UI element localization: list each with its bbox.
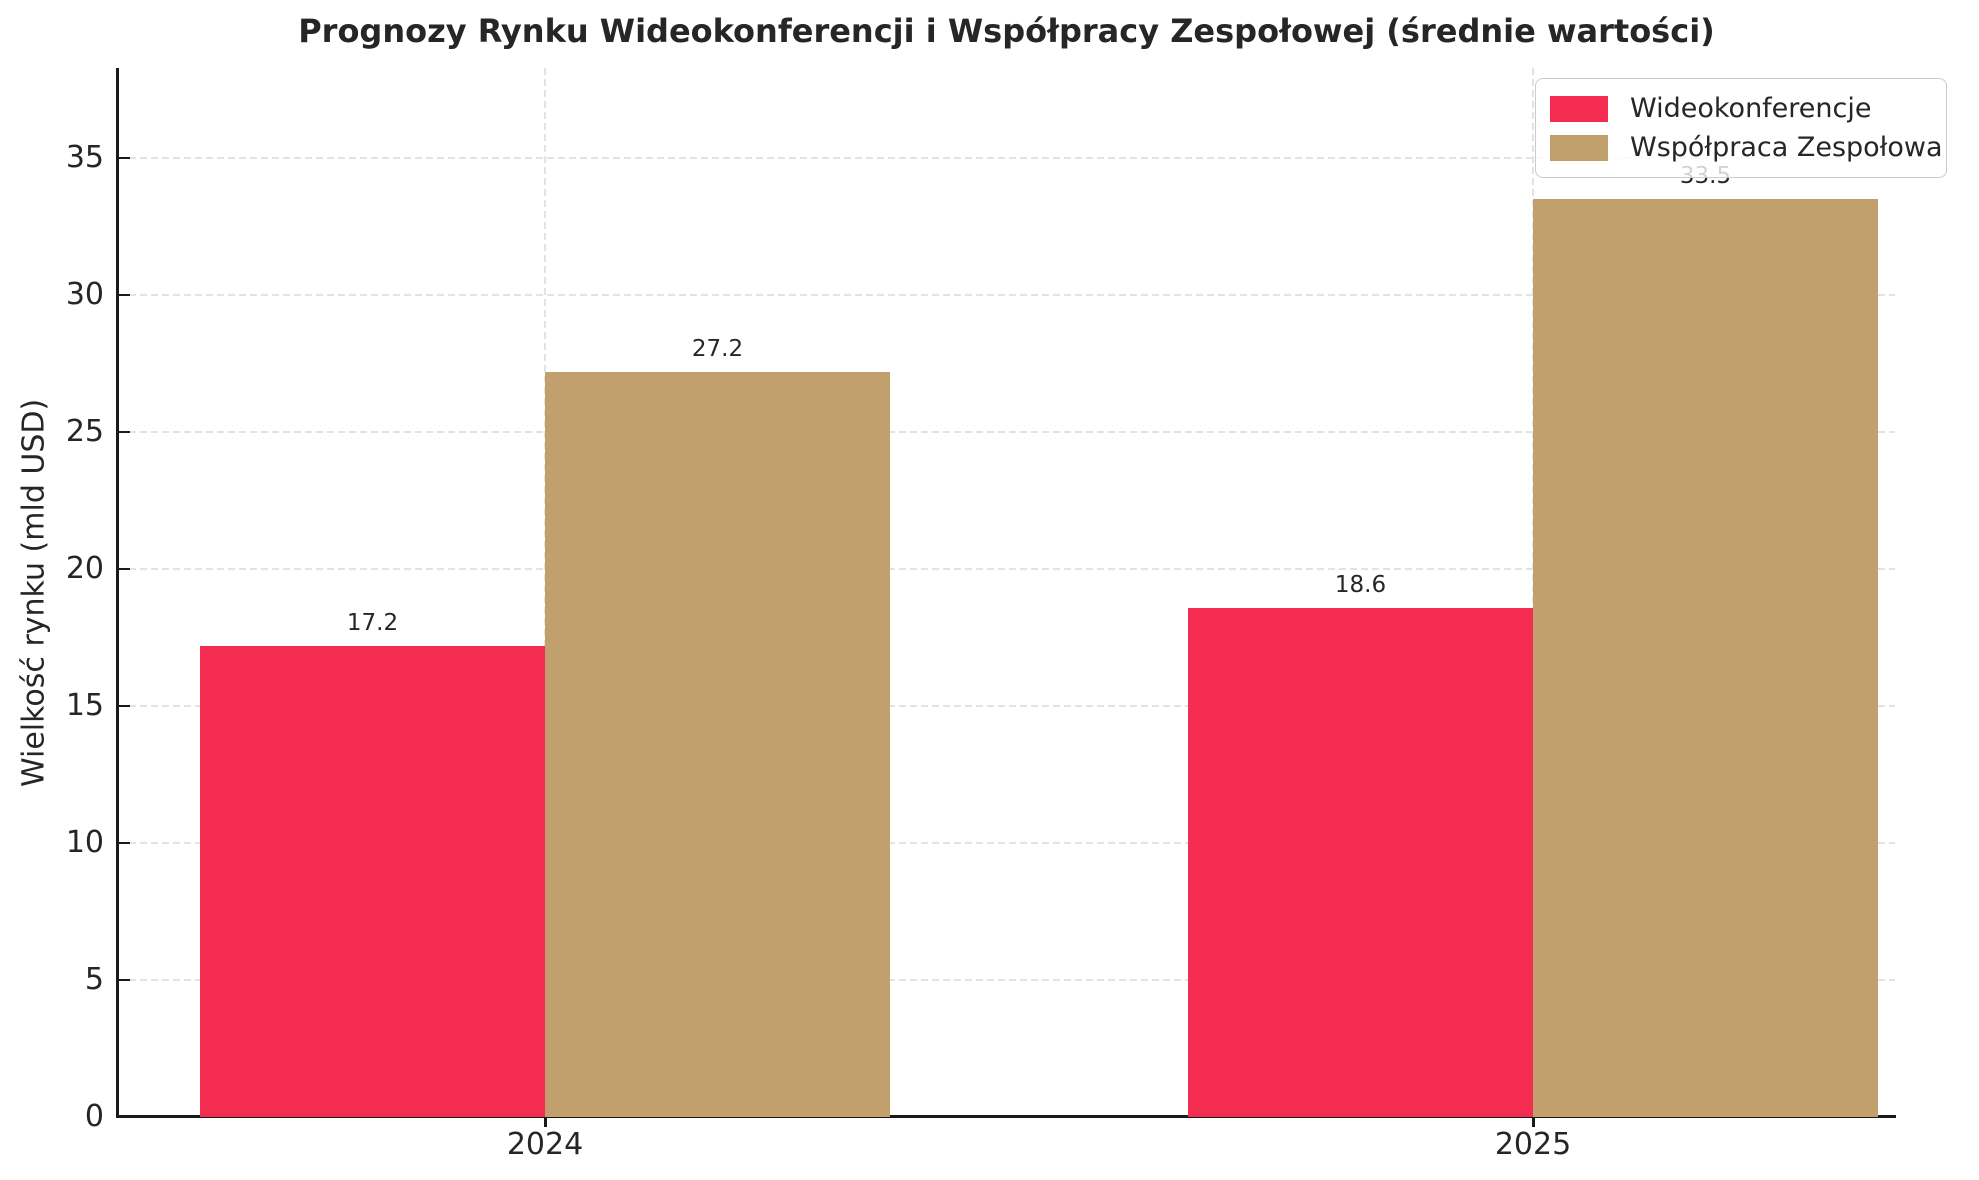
y-gridline: [118, 979, 1895, 982]
y-tick-label: 30: [65, 277, 104, 313]
y-gridline: [118, 842, 1895, 845]
x-tick-label: 2024: [506, 1127, 584, 1162]
y-tick-label: 20: [65, 551, 104, 587]
y-tick-label: 0: [84, 1099, 104, 1134]
y-gridline: [118, 157, 1895, 160]
y-tick-mark: [118, 705, 130, 708]
plot-area: 17.227.218.633.5: [116, 68, 1896, 1127]
legend-swatch-icon: [1550, 95, 1608, 122]
y-tick-mark: [118, 568, 130, 571]
y-tick-mark: [118, 431, 130, 434]
y-tick-label: 5: [84, 962, 104, 998]
y-tick-label: 15: [65, 688, 104, 724]
y-tick-label: 25: [65, 414, 104, 450]
legend-label: Współpraca Zespołowa: [1630, 132, 1943, 163]
bar-value-label: 27.2: [691, 336, 744, 362]
x-axis-spine: [116, 1115, 1896, 1118]
y-tick-mark: [118, 294, 130, 297]
bar-value-label: 17.2: [346, 610, 399, 636]
y-gridline: [118, 568, 1895, 571]
y-axis-spine: [116, 68, 119, 1117]
y-gridline: [118, 294, 1895, 297]
y-gridline: [118, 705, 1895, 708]
x-tick-mark: [1532, 1117, 1535, 1127]
x-tick-mark: [544, 1117, 547, 1127]
chart-title: Prognozy Rynku Wideokonferencji i Współp…: [298, 12, 1715, 50]
y-axis-label: Wielkość rynku (mld USD): [16, 398, 52, 787]
legend-item: Wideokonferencje: [1550, 90, 1932, 128]
legend-swatch-icon: [1550, 134, 1608, 161]
legend-item: Współpraca Zespołowa: [1550, 129, 1943, 167]
bar-2024-wideokonferencje: [200, 646, 545, 1117]
legend-label: Wideokonferencje: [1630, 93, 1872, 124]
y-tick-label: 35: [65, 140, 104, 176]
bar-value-label: 18.6: [1334, 572, 1387, 598]
y-tick-mark: [118, 979, 130, 982]
y-gridline: [118, 431, 1895, 434]
legend: Wideokonferencje Współpraca Zespołowa: [1535, 78, 1947, 178]
bar-2025-wideokonferencje: [1188, 608, 1533, 1117]
y-tick-mark: [118, 1116, 130, 1118]
y-tick-label: 10: [65, 825, 104, 861]
bar-2025-wspolpraca: [1533, 199, 1878, 1117]
bar-2024-wspolpraca: [545, 372, 890, 1117]
y-tick-mark: [118, 842, 130, 845]
y-tick-mark: [118, 157, 130, 160]
x-tick-label: 2025: [1494, 1127, 1572, 1162]
